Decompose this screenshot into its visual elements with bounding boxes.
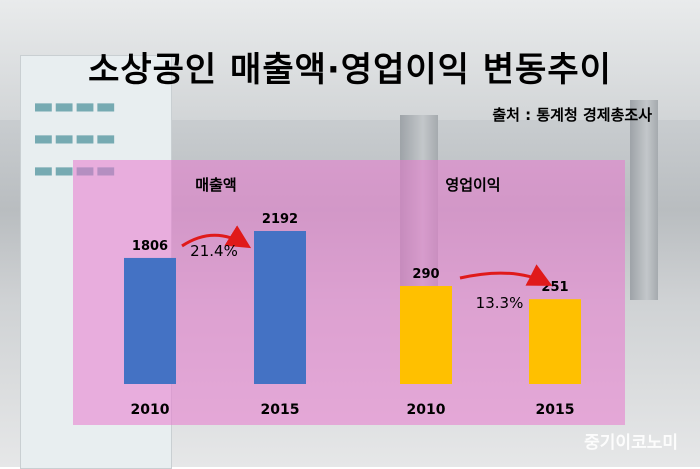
data-label: 290 <box>412 267 439 282</box>
change-arrow <box>181 225 252 249</box>
tick-label: 2010 <box>131 402 170 418</box>
bar <box>124 257 176 384</box>
tick-label: 2015 <box>536 402 575 418</box>
pillar <box>630 100 658 300</box>
bar <box>254 231 306 384</box>
change-label: 13.3% <box>476 294 524 312</box>
change-arrow <box>459 264 553 286</box>
tick-label: 2015 <box>261 402 300 418</box>
data-label: 1806 <box>132 239 168 254</box>
watermark-logo: 중기이코노미 <box>584 433 678 453</box>
change-label: 21.4% <box>190 242 238 260</box>
chart-title: 영업이익 <box>445 176 500 194</box>
source-note: 출처 : 통계청 경제총조사 <box>492 106 652 124</box>
data-label: 2192 <box>262 212 298 227</box>
chart-title: 매출액 <box>195 176 236 194</box>
bar <box>529 299 581 384</box>
page-title: 소상공인 매출액·영업이익 변동추이 <box>88 50 612 90</box>
tick-label: 2010 <box>407 402 446 418</box>
bar <box>400 286 452 384</box>
